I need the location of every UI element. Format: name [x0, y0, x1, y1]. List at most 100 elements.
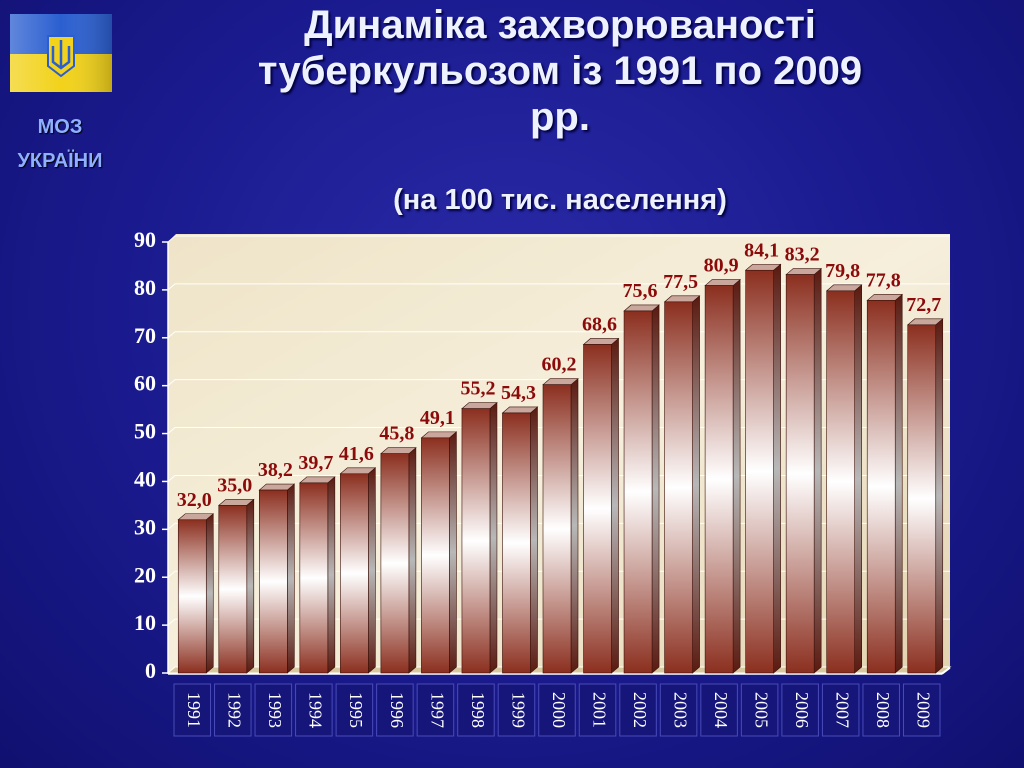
grid-line — [167, 283, 950, 291]
bar — [542, 384, 572, 674]
x-tick-box — [781, 683, 819, 737]
x-tick-box — [578, 683, 617, 737]
value-label: 55,2 — [460, 378, 495, 400]
x-tick-label: 1993 — [265, 692, 285, 728]
bar-side — [489, 402, 498, 674]
bar-side — [449, 431, 457, 674]
x-tick-box — [902, 683, 941, 737]
x-tick-label: 1998 — [468, 692, 488, 728]
value-label: 38,2 — [258, 459, 293, 481]
bar-side — [651, 304, 660, 674]
y-tick-label: 0 — [145, 658, 156, 683]
value-label: 41,6 — [339, 443, 374, 465]
x-tick-box — [335, 683, 374, 737]
value-label: 77,8 — [866, 269, 901, 291]
y-tick-label: 30 — [134, 514, 156, 539]
x-tick-label: 1999 — [508, 692, 528, 728]
chart-subtitle: (на 100 тис. населення) — [393, 184, 727, 216]
y-tick-label: 10 — [134, 610, 156, 635]
x-tick-label: 2006 — [792, 692, 812, 728]
bar-side — [773, 263, 781, 674]
y-tick-label: 70 — [134, 323, 156, 348]
bar-side — [246, 498, 255, 674]
bar — [583, 344, 612, 674]
x-tick-label: 2003 — [670, 692, 690, 728]
value-label: 39,7 — [298, 452, 333, 474]
y-tick-label: 20 — [134, 562, 156, 587]
bar-side — [205, 513, 214, 674]
bar — [461, 408, 491, 674]
bar-side — [327, 476, 336, 674]
x-tick-box — [173, 683, 212, 737]
x-tick-label: 2001 — [589, 692, 609, 728]
x-tick-box — [821, 683, 860, 737]
x-tick-box — [254, 683, 293, 737]
logo-text: УКРАЇНИ — [17, 150, 103, 172]
x-tick-label: 2004 — [711, 692, 731, 728]
x-tick-label: 2009 — [914, 692, 934, 728]
y-tick-label: 80 — [134, 275, 156, 300]
bar — [259, 489, 288, 674]
x-tick-label: 1992 — [225, 692, 245, 728]
bar — [826, 290, 855, 674]
bar — [218, 505, 248, 674]
x-tick-box — [497, 683, 536, 737]
x-tick-label: 2005 — [752, 692, 772, 728]
x-tick-label: 1997 — [427, 692, 447, 728]
x-tick-box — [862, 683, 900, 737]
x-tick-label: 2008 — [873, 692, 893, 728]
value-label: 77,5 — [663, 271, 698, 293]
value-label: 72,7 — [906, 294, 941, 316]
x-tick-label: 2007 — [833, 692, 853, 728]
value-label: 68,6 — [582, 313, 617, 335]
x-tick-box — [659, 683, 698, 737]
bar — [502, 412, 531, 674]
x-tick-box — [295, 683, 333, 737]
bar — [704, 285, 734, 674]
y-tick-label: 50 — [134, 419, 156, 444]
bar — [177, 519, 207, 674]
x-tick-label: 1995 — [346, 692, 366, 728]
bar-side — [530, 406, 538, 674]
bar-side — [732, 278, 741, 674]
bar — [623, 310, 653, 674]
x-tick-box — [619, 683, 657, 737]
bar — [299, 482, 329, 674]
x-axis — [941, 667, 951, 675]
y-tick-label: 90 — [134, 227, 156, 252]
bar-side — [408, 447, 417, 674]
bar — [745, 269, 774, 674]
bar-side — [935, 318, 944, 674]
x-tick-box — [416, 683, 455, 737]
bar — [421, 437, 450, 674]
x-tick-label: 1996 — [387, 692, 407, 728]
bar — [340, 473, 369, 674]
x-tick-label: 2000 — [549, 692, 569, 728]
value-label: 45,8 — [379, 423, 414, 445]
x-tick-box — [376, 683, 414, 737]
bar-side — [570, 378, 579, 674]
bar — [866, 300, 896, 674]
value-label: 60,2 — [542, 354, 577, 376]
bar — [907, 324, 937, 674]
x-tick-box — [457, 683, 495, 737]
y-tick-label: 60 — [134, 371, 156, 396]
y-tick-label: 40 — [134, 466, 156, 491]
bar-side — [368, 467, 376, 674]
x-tick-label: 2002 — [630, 692, 650, 728]
value-label: 75,6 — [623, 280, 658, 302]
bar-side — [894, 293, 903, 674]
logo-flag — [10, 14, 112, 92]
chart-title: Динаміка захворюваності туберкульозом із… — [257, 3, 863, 139]
bar-side — [287, 483, 295, 674]
grid-line — [167, 235, 950, 243]
x-tick-label: 1991 — [184, 692, 204, 728]
value-label: 32,0 — [177, 489, 212, 511]
value-label: 84,1 — [744, 239, 779, 261]
bar-side — [813, 267, 822, 674]
x-tick-box — [214, 683, 252, 737]
x-tick-box — [740, 683, 779, 737]
value-label: 54,3 — [501, 382, 536, 404]
